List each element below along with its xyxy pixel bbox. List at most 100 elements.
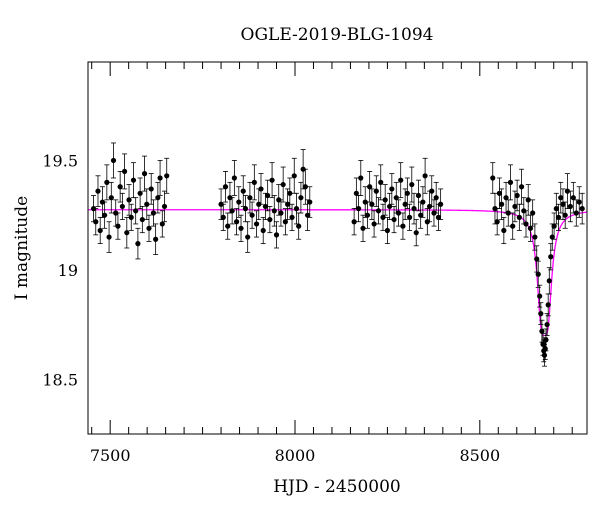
data-marker	[433, 195, 439, 201]
data-marker	[503, 195, 509, 201]
data-point	[499, 188, 505, 220]
data-marker	[541, 352, 548, 358]
data-point	[139, 206, 145, 234]
data-marker	[543, 337, 549, 343]
data-point	[420, 186, 426, 218]
data-marker	[507, 179, 514, 185]
data-marker	[576, 199, 582, 205]
data-marker	[530, 210, 536, 216]
data-marker	[542, 346, 548, 352]
data-point	[553, 192, 559, 225]
data-point	[242, 195, 249, 223]
data-point	[415, 179, 422, 212]
data-marker	[539, 328, 545, 334]
model-layer	[88, 209, 588, 337]
plot-frame	[87, 61, 588, 435]
data-point	[490, 162, 496, 194]
data-marker	[260, 227, 266, 234]
axis-ticks: 7500 8000 8500 18.5 19 19.5	[42, 62, 573, 465]
data-point	[273, 221, 280, 249]
data-point	[406, 203, 413, 231]
data-marker	[373, 188, 379, 194]
data-point	[302, 168, 308, 205]
data-marker	[567, 203, 573, 210]
data-marker	[222, 184, 229, 190]
data-marker	[229, 208, 235, 214]
data-point	[400, 212, 406, 240]
data-marker	[93, 219, 99, 225]
data-point	[307, 186, 313, 218]
data-marker	[102, 212, 108, 218]
data-marker	[238, 225, 244, 231]
data-marker	[265, 192, 271, 199]
data-marker	[146, 225, 152, 231]
data-marker	[242, 206, 249, 212]
data-marker	[514, 192, 520, 199]
data-marker	[367, 184, 373, 190]
data-point	[280, 166, 286, 203]
data-marker	[420, 199, 426, 205]
data-point	[245, 221, 251, 253]
data-marker	[271, 208, 277, 214]
data-marker	[411, 206, 417, 212]
data-marker	[525, 197, 531, 203]
data-marker	[538, 311, 544, 317]
data-marker	[558, 195, 564, 201]
data-point	[128, 203, 134, 231]
data-point	[267, 206, 273, 234]
data-marker	[512, 203, 518, 210]
data-point	[282, 208, 288, 236]
data-marker	[245, 234, 251, 240]
data-marker	[358, 175, 364, 181]
data-point	[222, 171, 229, 203]
data-point	[539, 319, 545, 343]
data-marker	[402, 201, 408, 207]
data-point	[535, 260, 541, 288]
data-marker	[494, 219, 500, 225]
data-point	[236, 186, 242, 218]
data-point	[157, 160, 163, 196]
data-point	[373, 175, 379, 207]
data-point	[220, 203, 226, 231]
data-point	[148, 173, 154, 205]
data-marker	[253, 221, 260, 227]
data-marker	[546, 278, 552, 284]
data-point	[409, 166, 415, 203]
data-point	[411, 192, 417, 225]
data-marker	[124, 230, 130, 236]
data-point	[238, 214, 244, 242]
data-marker	[422, 173, 428, 179]
data-marker	[280, 181, 286, 188]
data-point	[371, 210, 377, 238]
model-curve	[88, 209, 588, 337]
data-marker	[304, 212, 311, 218]
data-marker	[240, 188, 246, 194]
y-tick-label: 18.5	[42, 370, 78, 389]
data-marker	[438, 201, 444, 207]
data-point	[507, 164, 514, 201]
data-marker	[291, 173, 297, 179]
data-point	[514, 179, 520, 212]
data-marker	[128, 214, 134, 220]
data-point	[265, 179, 271, 212]
data-marker	[307, 199, 313, 205]
data-point	[544, 313, 550, 336]
data-point	[358, 160, 364, 196]
data-marker	[117, 184, 123, 190]
data-marker	[560, 201, 566, 207]
data-marker	[496, 190, 502, 196]
data-marker	[551, 223, 557, 229]
data-point	[562, 201, 568, 229]
data-point	[389, 173, 395, 205]
x-tick-label: 8000	[275, 446, 316, 465]
data-point	[360, 214, 366, 242]
data-marker	[95, 188, 101, 194]
data-point	[351, 208, 357, 236]
data-marker	[126, 197, 132, 203]
y-tick-label: 19	[58, 261, 78, 280]
data-marker	[537, 293, 543, 299]
data-marker	[384, 227, 390, 234]
data-marker	[144, 201, 150, 207]
data-point	[387, 192, 393, 220]
data-point	[413, 219, 419, 247]
